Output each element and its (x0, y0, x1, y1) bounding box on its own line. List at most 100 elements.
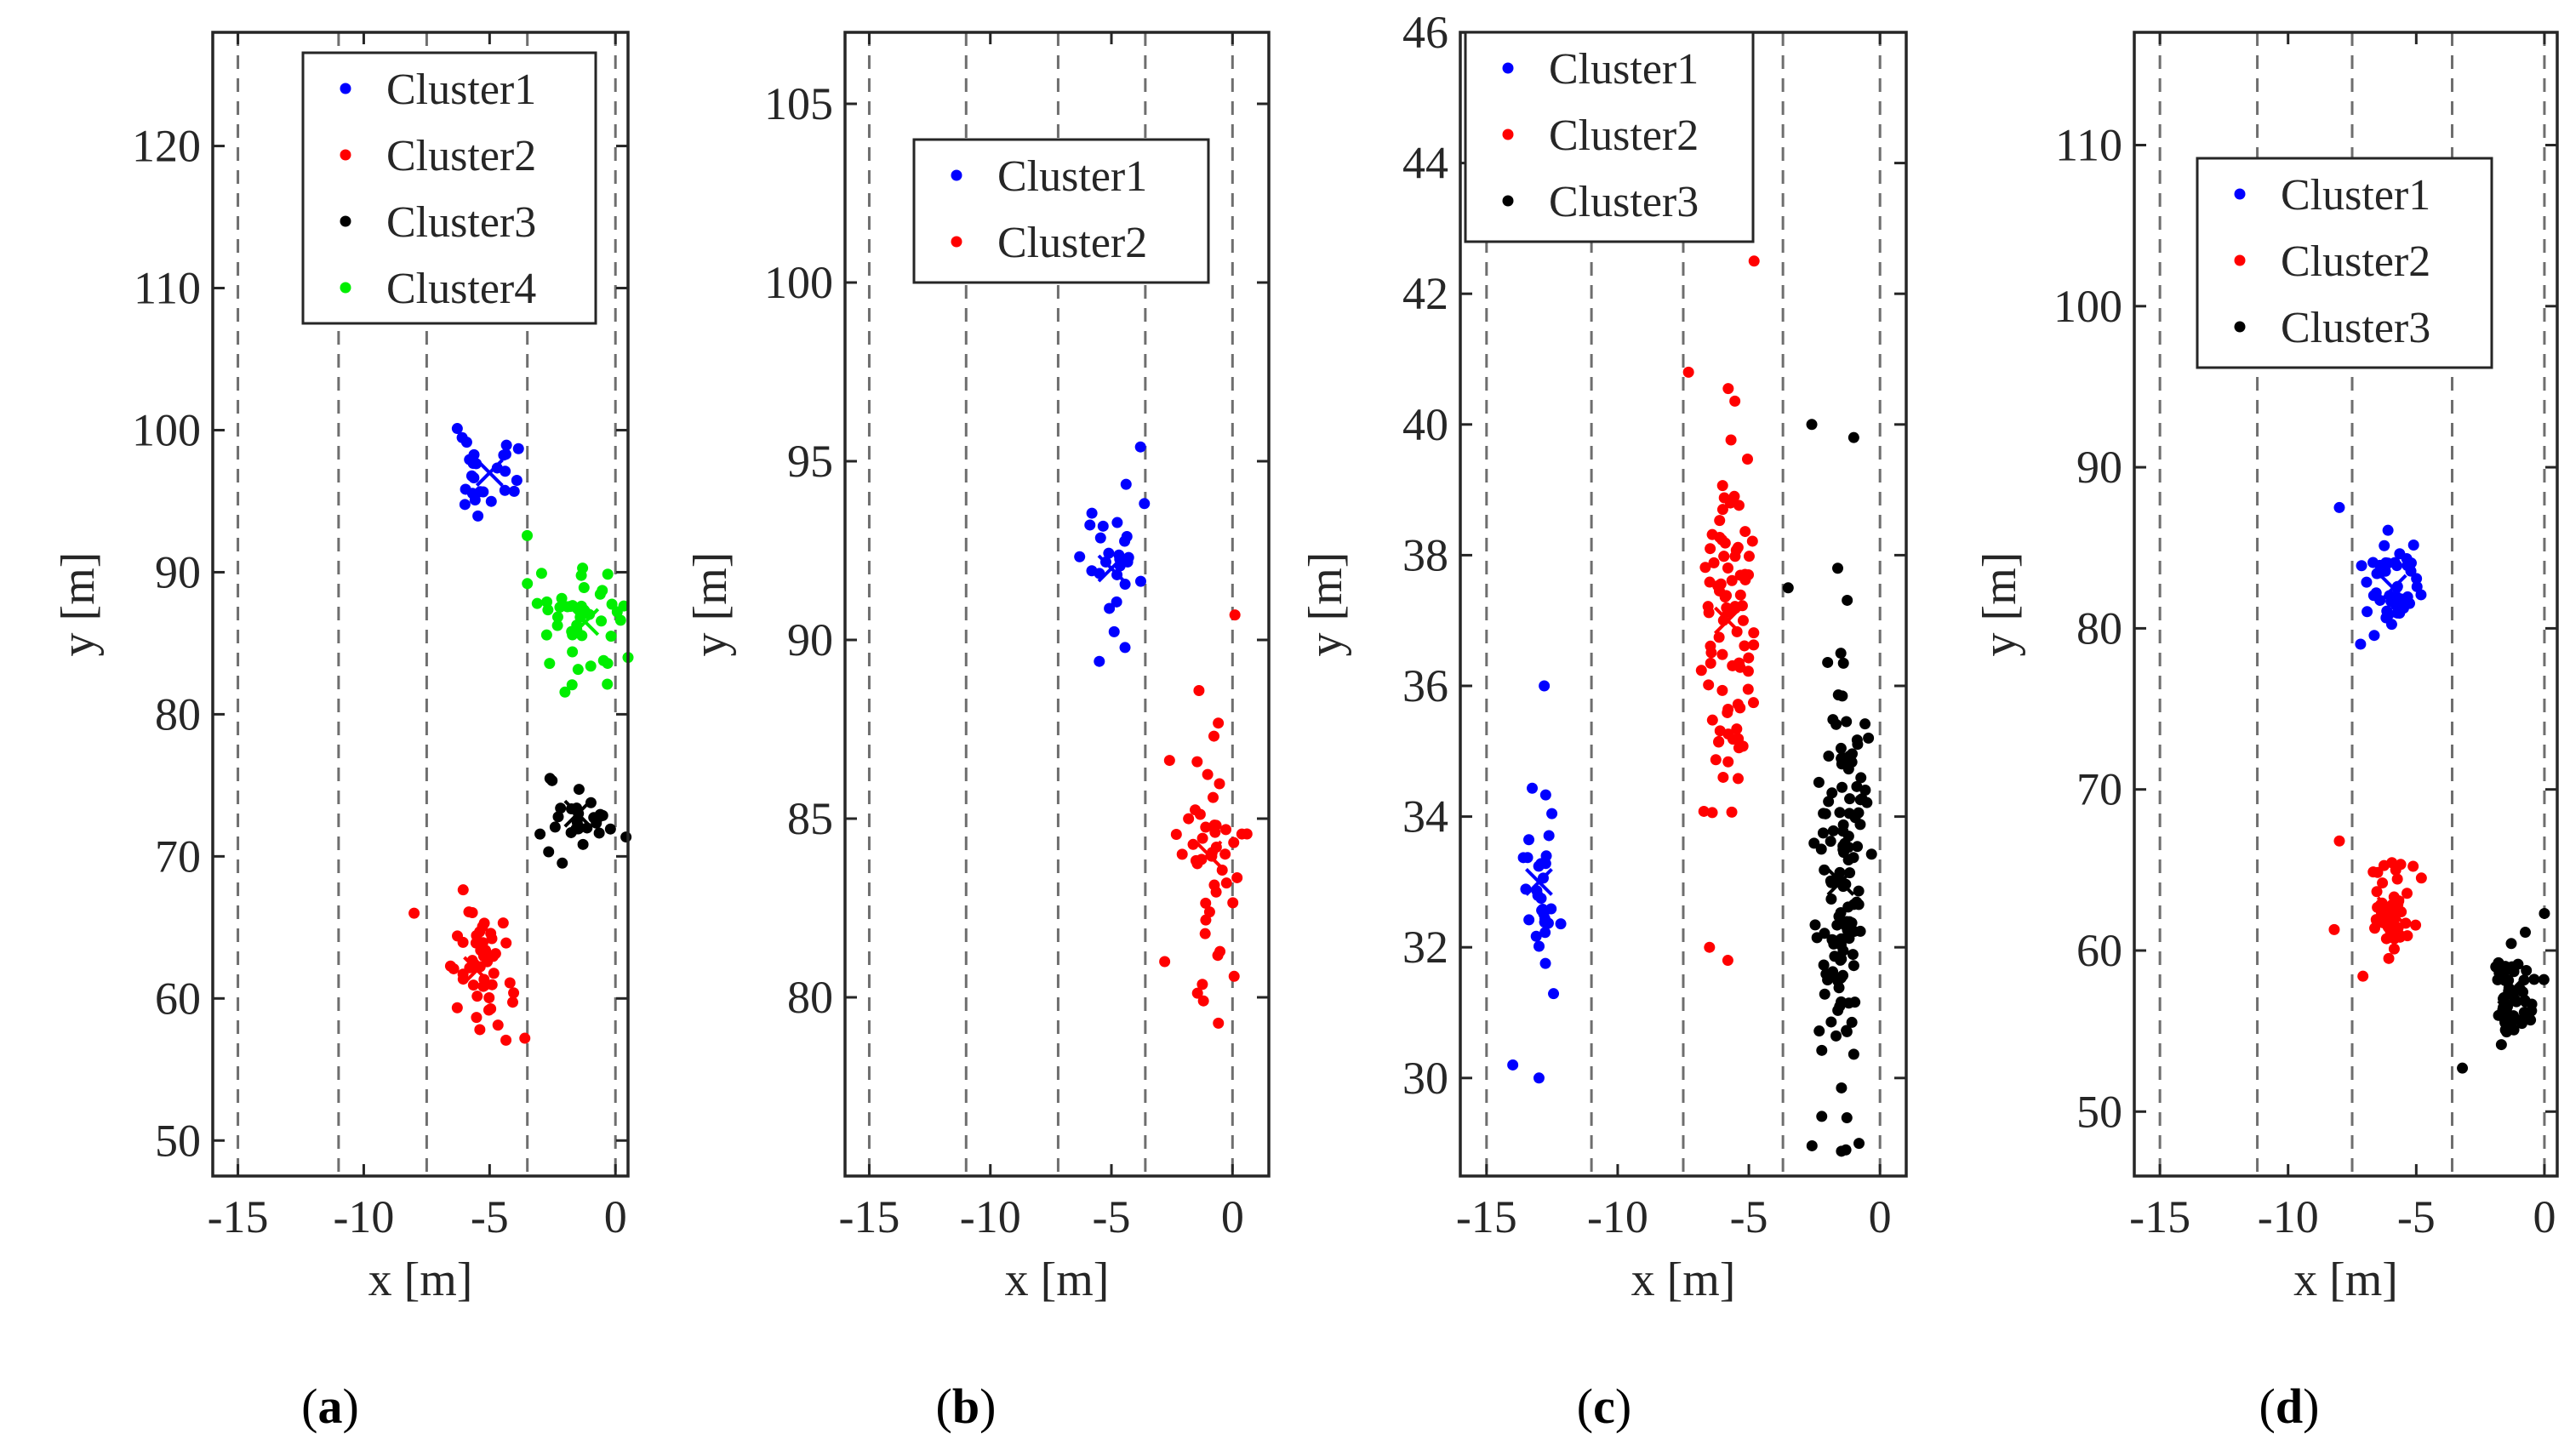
data-point (1507, 1059, 1519, 1071)
data-point (1854, 819, 1866, 831)
x-tick-label: -15 (208, 1191, 269, 1242)
data-point (566, 679, 578, 691)
data-point (2499, 1013, 2510, 1025)
data-point (1086, 507, 1098, 519)
data-point (2362, 606, 2373, 618)
data-point (1739, 526, 1751, 538)
series-cluster1 (451, 423, 524, 522)
legend: Cluster1 Cluster2 (912, 138, 1210, 284)
y-tick-label: 80 (787, 972, 833, 1023)
panel-a-caption-letter: a (318, 1379, 343, 1434)
data-point (2367, 866, 2379, 878)
data-point (468, 448, 480, 460)
data-point (408, 907, 420, 919)
data-point (554, 602, 566, 614)
data-point (1831, 562, 1843, 574)
data-point (467, 457, 479, 469)
data-point (1742, 665, 1754, 677)
legend-marker (1502, 195, 1514, 207)
y-tick-label: 46 (1402, 7, 1448, 58)
data-point (577, 838, 589, 850)
data-point (1532, 889, 1544, 901)
data-point (1722, 728, 1734, 740)
series-cluster1 (1507, 680, 1567, 1084)
data-point (1837, 819, 1849, 831)
data-point (1111, 517, 1123, 528)
data-point (1103, 547, 1115, 559)
data-point (1543, 830, 1555, 842)
legend-label: Cluster1 (2281, 171, 2430, 220)
data-point (471, 991, 483, 1002)
data-point (1836, 1082, 1848, 1093)
panel-c: -15 -10 -5 0 30 32 34 36 38 40 42 44 46 x [m] y [m] Clu… (1299, 7, 1908, 1434)
y-axis-label: y [m] (52, 552, 105, 657)
series-cluster1 (2333, 501, 2427, 650)
data-point (2407, 540, 2419, 551)
data-point (1717, 771, 1729, 783)
panel-a-caption: (a) (301, 1379, 359, 1434)
data-point (1836, 690, 1848, 702)
data-point (1548, 988, 1560, 1000)
data-point (1094, 655, 1105, 667)
data-point (2510, 1013, 2521, 1025)
data-point (500, 937, 512, 949)
data-point (2391, 873, 2403, 885)
data-point (1189, 804, 1201, 816)
data-point (1722, 756, 1734, 768)
y-tick-label: 70 (2076, 764, 2122, 815)
data-point (1825, 875, 1836, 887)
legend-marker (2234, 188, 2246, 200)
data-point (1134, 575, 1146, 587)
data-point (1842, 594, 1853, 606)
data-point (1806, 1139, 1818, 1151)
data-point (1523, 834, 1535, 846)
data-point (1847, 949, 1859, 961)
data-point (1695, 665, 1707, 677)
data-point (451, 1002, 463, 1013)
data-point (499, 484, 511, 496)
data-point (2397, 602, 2409, 614)
legend-marker (2234, 254, 2246, 266)
data-point (508, 987, 520, 999)
data-point (1836, 996, 1848, 1008)
data-point (594, 588, 606, 600)
data-point (1197, 995, 1209, 1007)
data-point (1743, 568, 1755, 580)
data-point (471, 1012, 483, 1024)
data-point (597, 809, 608, 821)
data-point (531, 597, 543, 609)
data-point (504, 977, 516, 989)
legend-box (301, 51, 597, 325)
series-cluster3 (534, 773, 632, 869)
data-point (1816, 1044, 1828, 1056)
centroid-marker (1194, 840, 1223, 869)
data-point (1746, 535, 1758, 547)
data-point (1840, 1144, 1852, 1156)
data-point (1833, 982, 1845, 994)
data-point (1747, 697, 1759, 709)
data-point (555, 802, 567, 814)
data-point (1853, 807, 1865, 819)
data-point (2411, 580, 2423, 592)
x-tick-label: 0 (604, 1191, 627, 1242)
data-point (2328, 923, 2340, 935)
data-point (1538, 908, 1550, 920)
data-point (549, 821, 561, 833)
data-point (606, 598, 618, 610)
data-point (1846, 757, 1858, 768)
data-point (1822, 656, 1834, 668)
data-point (2410, 919, 2422, 931)
legend-label: Cluster2 (386, 132, 536, 180)
x-tick-label: 0 (1221, 1191, 1244, 1242)
data-point (551, 611, 563, 623)
data-point (1835, 648, 1847, 659)
data-point (456, 431, 468, 443)
y-axis-label: y [m] (1299, 552, 1352, 657)
data-point (1722, 703, 1734, 715)
data-point (1539, 927, 1551, 939)
data-point (1742, 683, 1754, 695)
data-point (1848, 431, 1859, 443)
data-point (1176, 848, 1188, 860)
data-point (1219, 848, 1231, 860)
data-point (1682, 366, 1694, 378)
